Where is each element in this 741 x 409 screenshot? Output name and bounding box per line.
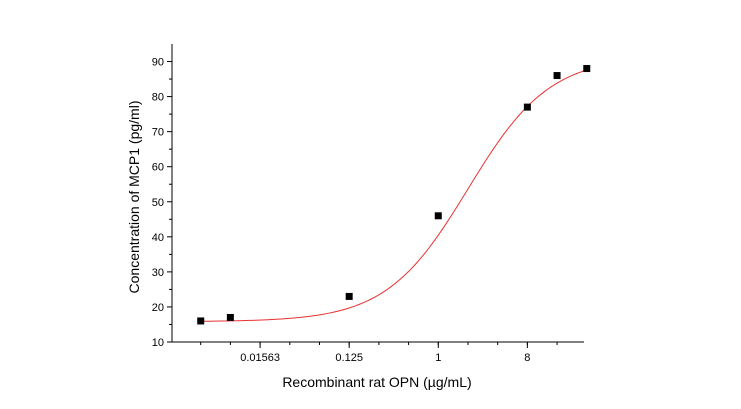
data-point	[523, 103, 531, 111]
data-point	[197, 317, 205, 325]
data-point	[583, 65, 591, 73]
data-points-layer	[197, 65, 591, 325]
y-tick-label: 70	[152, 127, 164, 139]
fit-curve-layer	[200, 69, 587, 322]
data-point	[226, 313, 234, 321]
x-tick-label: 0.01563	[240, 352, 280, 364]
data-point	[434, 212, 442, 220]
x-tick-label: 0.125	[335, 352, 363, 364]
y-tick-label: 50	[152, 197, 164, 209]
y-tick-label: 20	[152, 302, 164, 314]
y-tick-label: 40	[152, 232, 164, 244]
x-axis-title: Recombinant rat OPN (µg/mL)	[282, 374, 471, 390]
x-tick-label: 8	[524, 352, 530, 364]
y-tick-label: 80	[152, 92, 164, 104]
data-point	[345, 292, 353, 300]
axes: 10 20 30 40 50 60 70 80 90 0.01563 0.125 1 8	[152, 44, 584, 364]
y-tick-label: 90	[152, 57, 164, 69]
data-point	[553, 72, 561, 80]
y-axis-title: Concentration of MCP1 (pg/ml)	[126, 101, 142, 294]
y-tick-label: 60	[152, 162, 164, 174]
y-tick-label: 30	[152, 267, 164, 279]
fit-curve	[200, 69, 587, 322]
y-tick-label: 10	[152, 337, 164, 349]
x-tick-label: 1	[435, 352, 441, 364]
